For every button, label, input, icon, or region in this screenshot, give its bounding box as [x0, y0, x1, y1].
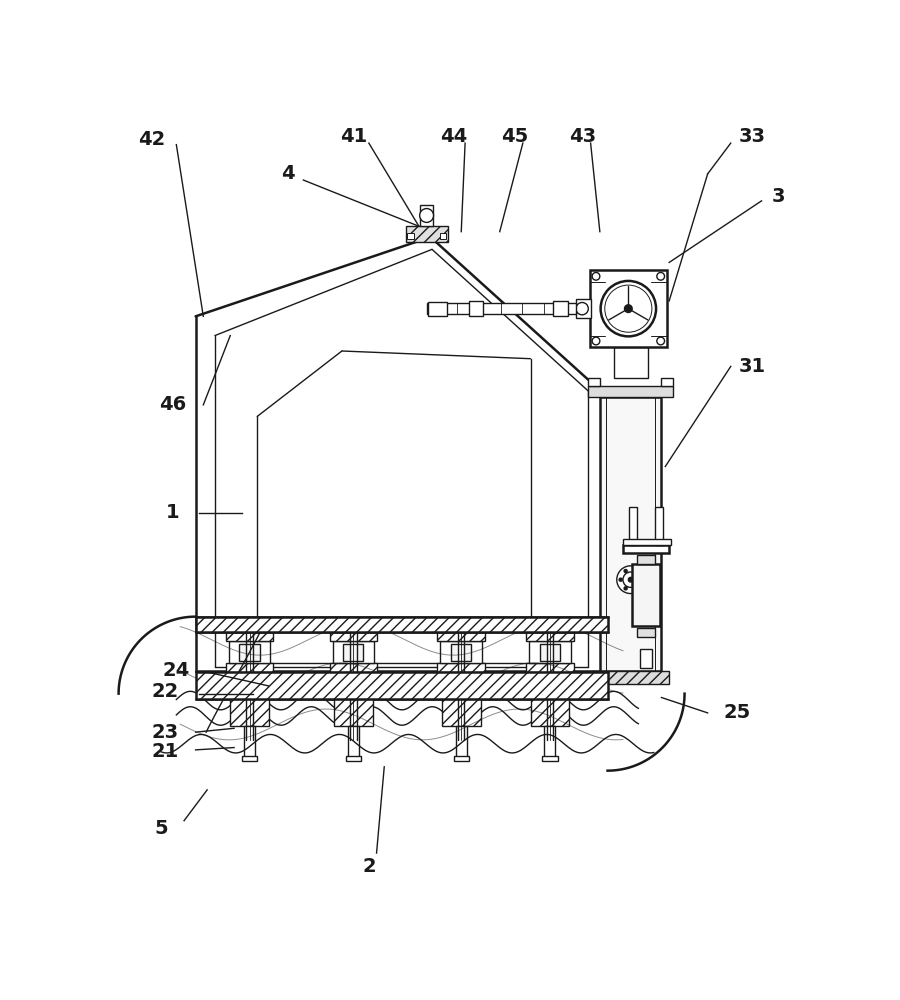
Bar	[420, 205, 433, 226]
Bar	[347, 627, 360, 632]
Text: 21: 21	[151, 742, 178, 761]
Bar	[230, 699, 269, 726]
Bar	[592, 671, 670, 684]
Circle shape	[576, 302, 589, 315]
Circle shape	[639, 578, 643, 581]
Bar	[344, 644, 364, 661]
Circle shape	[657, 272, 664, 280]
Bar	[544, 726, 555, 757]
Bar	[530, 699, 569, 726]
Text: 42: 42	[138, 130, 166, 149]
Bar	[632, 564, 660, 626]
Bar	[456, 726, 466, 757]
Bar	[346, 756, 361, 761]
Circle shape	[657, 337, 664, 345]
Circle shape	[624, 569, 627, 573]
Circle shape	[628, 577, 633, 582]
Circle shape	[616, 566, 644, 594]
Bar	[599, 397, 661, 671]
Text: 33: 33	[739, 127, 766, 146]
Bar	[623, 539, 670, 545]
Bar	[544, 627, 556, 632]
Bar	[451, 644, 472, 661]
Text: 43: 43	[570, 127, 597, 146]
Text: 44: 44	[440, 127, 467, 146]
Bar	[540, 644, 560, 661]
Bar	[546, 622, 554, 627]
Bar	[226, 632, 274, 641]
Bar	[623, 545, 670, 553]
Bar	[455, 627, 467, 632]
Bar	[637, 628, 655, 637]
Text: 2: 2	[362, 857, 375, 876]
Text: 46: 46	[159, 395, 186, 414]
Circle shape	[619, 578, 622, 581]
Bar	[437, 663, 485, 672]
Bar	[406, 226, 448, 242]
Text: 1: 1	[166, 503, 179, 522]
Bar	[244, 726, 255, 757]
Bar	[333, 641, 374, 663]
Bar	[454, 756, 469, 761]
Bar	[542, 756, 557, 761]
Text: 23: 23	[151, 723, 178, 742]
Bar	[629, 507, 637, 545]
Text: 5: 5	[154, 819, 167, 838]
Bar	[329, 632, 377, 641]
Circle shape	[592, 272, 599, 280]
Bar	[576, 299, 591, 318]
Bar	[469, 301, 482, 316]
Circle shape	[623, 572, 638, 587]
Bar	[408, 233, 413, 239]
Bar	[229, 641, 270, 663]
Circle shape	[634, 569, 637, 573]
Bar	[334, 699, 373, 726]
Text: 4: 4	[281, 164, 295, 183]
Bar	[526, 663, 573, 672]
Text: 24: 24	[163, 661, 190, 680]
Bar	[428, 302, 447, 316]
Bar	[589, 378, 599, 386]
Circle shape	[624, 587, 627, 590]
Text: 22: 22	[151, 682, 178, 701]
Bar	[440, 233, 445, 239]
Bar	[239, 644, 259, 661]
Bar	[614, 347, 648, 378]
Bar	[526, 632, 573, 641]
Text: 41: 41	[340, 127, 367, 146]
Bar	[662, 378, 673, 386]
Text: 25: 25	[724, 703, 751, 722]
Circle shape	[600, 281, 656, 336]
Bar	[195, 672, 608, 699]
Circle shape	[625, 305, 632, 312]
Circle shape	[605, 285, 652, 332]
Bar	[590, 270, 667, 347]
Bar	[440, 641, 482, 663]
Circle shape	[419, 209, 434, 222]
Bar	[637, 555, 655, 564]
Bar	[589, 386, 673, 397]
Bar	[427, 303, 576, 314]
Bar	[329, 663, 377, 672]
Bar	[529, 641, 571, 663]
Text: 31: 31	[739, 357, 766, 376]
Bar	[457, 622, 465, 627]
Text: 45: 45	[501, 127, 529, 146]
Bar	[242, 756, 257, 761]
Bar	[437, 632, 485, 641]
Circle shape	[634, 587, 637, 590]
Bar	[553, 301, 568, 316]
Bar	[226, 663, 274, 672]
Text: 3: 3	[771, 188, 785, 207]
Bar	[442, 699, 481, 726]
Bar	[655, 507, 663, 545]
Bar	[348, 726, 359, 757]
Bar	[349, 622, 357, 627]
Bar	[243, 627, 256, 632]
Bar	[195, 617, 608, 632]
Bar	[640, 649, 652, 668]
Circle shape	[592, 337, 599, 345]
Bar	[246, 622, 254, 627]
